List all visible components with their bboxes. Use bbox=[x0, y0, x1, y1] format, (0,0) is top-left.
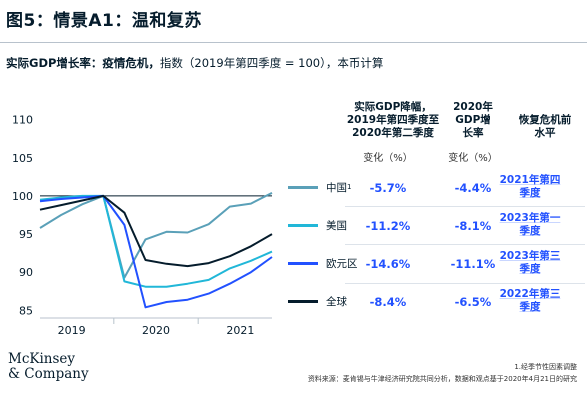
growth-china: -4.4% bbox=[454, 181, 492, 195]
y-tick-label: 100 bbox=[12, 190, 33, 203]
page-title: 图5：情景A1：温和复苏 bbox=[6, 11, 202, 31]
series-line-3 bbox=[39, 194, 273, 268]
y-tick-label: 85 bbox=[19, 304, 33, 317]
row-divider bbox=[345, 244, 585, 245]
legend-swatch-us bbox=[288, 223, 318, 227]
x-tick-label: 2021 bbox=[226, 324, 254, 337]
row-divider bbox=[345, 206, 585, 207]
unit-growth: 变化（%） bbox=[448, 153, 498, 164]
drop-china: -5.7% bbox=[369, 181, 407, 195]
recovery-us: 2023年第一季度 bbox=[499, 212, 561, 237]
legend-us: 美国 bbox=[288, 214, 347, 236]
header-gdp-drop: 实际GDP降幅，2019年第四季度至2020年第二季度 bbox=[346, 101, 440, 139]
subtitle-rest: 指数（2019年第四季度 = 100），本币计算 bbox=[159, 56, 384, 70]
series-line-1 bbox=[39, 194, 273, 288]
subtitle-bold: 实际GDP增长率：疫情危机， bbox=[6, 56, 160, 70]
chart-subtitle: 实际GDP增长率：疫情危机，指数（2019年第四季度 = 100），本币计算 bbox=[6, 55, 383, 71]
legend-sup-china: 1 bbox=[347, 183, 352, 191]
footnote: 1.经季节性因素调整 bbox=[514, 363, 577, 371]
recovery-eurozone: 2023年第三季度 bbox=[499, 250, 561, 275]
legend-swatch-global bbox=[288, 299, 318, 303]
x-tick-label: 2020 bbox=[142, 324, 170, 337]
growth-us: -8.1% bbox=[454, 219, 492, 233]
y-tick-label: 95 bbox=[19, 228, 33, 241]
drop-us: -11.2% bbox=[365, 219, 411, 233]
logo-line2: & Company bbox=[8, 366, 89, 382]
logo-line1: McKinsey bbox=[8, 351, 76, 367]
drop-global: -8.4% bbox=[369, 295, 407, 309]
legend-label-eurozone: 欧元区 bbox=[326, 257, 358, 270]
legend-label-us: 美国 bbox=[326, 219, 347, 232]
source-note: 资料来源：麦肯锡与牛津经济研究院共同分析，数据和观点基于2020年4月21日的研… bbox=[307, 375, 577, 383]
growth-global: -6.5% bbox=[454, 295, 492, 309]
legend-swatch-china bbox=[288, 185, 318, 189]
y-tick-label: 105 bbox=[12, 152, 33, 165]
legend-swatch-eurozone bbox=[288, 261, 318, 265]
legend-label-global: 全球 bbox=[326, 295, 347, 308]
series-line-2 bbox=[39, 194, 273, 309]
drop-eurozone: -14.6% bbox=[365, 257, 411, 271]
legend-china: 中国 1 bbox=[288, 176, 351, 198]
series-line-0 bbox=[39, 192, 273, 279]
header-recovery: 恢复危机前水平 bbox=[518, 114, 572, 139]
growth-eurozone: -11.1% bbox=[450, 257, 496, 271]
y-tick-label: 110 bbox=[12, 114, 33, 127]
row-divider bbox=[345, 283, 585, 284]
y-tick-label: 90 bbox=[19, 266, 33, 279]
legend-global: 全球 bbox=[288, 290, 347, 312]
recovery-china: 2021年第四季度 bbox=[499, 174, 561, 199]
legend-label-china: 中国 bbox=[326, 181, 347, 194]
unit-drop: 变化（%） bbox=[363, 153, 413, 164]
title-divider bbox=[0, 42, 587, 43]
recovery-global: 2022年第三季度 bbox=[499, 288, 561, 313]
header-gdp-growth: 2020年GDP增长率 bbox=[453, 101, 493, 139]
mckinsey-logo: McKinsey & Company bbox=[8, 352, 89, 382]
legend-eurozone: 欧元区 bbox=[288, 252, 358, 274]
x-tick-label: 2019 bbox=[58, 324, 86, 337]
